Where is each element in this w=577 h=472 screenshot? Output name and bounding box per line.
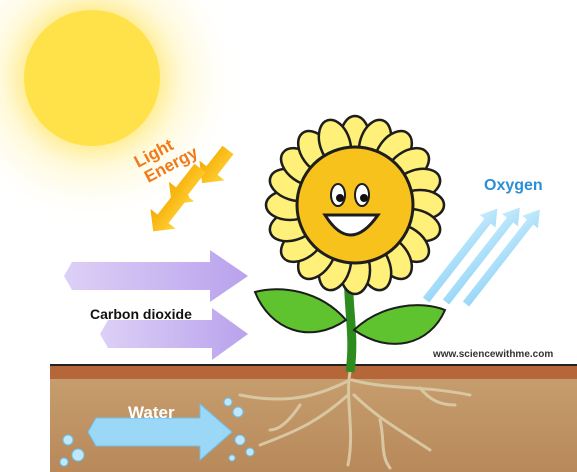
bubble: [233, 407, 243, 417]
credit: www.sciencewithme.com: [432, 349, 553, 360]
bubble: [72, 449, 84, 461]
page: {"labels": {"light_energy": ["Light", "E…: [0, 0, 577, 472]
bubble: [246, 448, 254, 456]
bubble: [224, 398, 232, 406]
bubble: [229, 455, 235, 461]
oxygen-label: Oxygen: [484, 177, 543, 194]
co2-arrow: [64, 250, 248, 302]
co2-label: Carbon dioxide: [90, 306, 192, 322]
pupil: [360, 194, 368, 202]
bubble: [63, 435, 73, 445]
water-label: Water: [128, 403, 175, 422]
flower-face: [297, 147, 413, 263]
leaf: [255, 289, 346, 332]
leaf: [354, 305, 445, 344]
bubble: [235, 435, 245, 445]
soil-top: [50, 365, 577, 379]
photosynthesis-diagram: Light Energy Carbon dioxide Oxygen Water: [0, 0, 577, 472]
oxygen-arrow: [458, 203, 548, 310]
oxygen-arrows: [418, 201, 548, 310]
bubble: [60, 458, 68, 466]
pupil: [336, 194, 344, 202]
sun: [24, 10, 160, 146]
